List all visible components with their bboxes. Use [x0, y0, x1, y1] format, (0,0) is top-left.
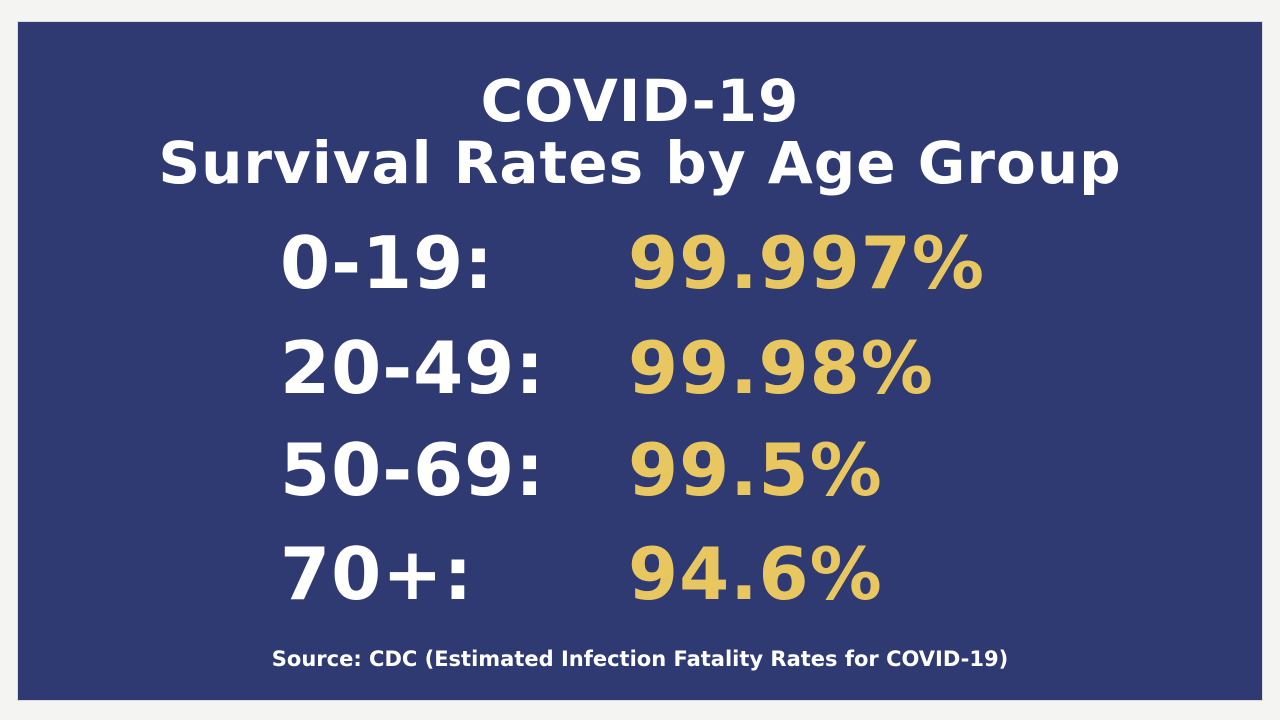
- age-group-row: 0-19: 99.997%: [18, 227, 1262, 307]
- survival-rate-value: 94.6%: [628, 532, 883, 616]
- age-group-row: 50-69: 99.5%: [18, 434, 1262, 514]
- age-label: 70+:: [280, 532, 474, 616]
- survival-rate-value: 99.5%: [628, 428, 883, 512]
- age-group-row: 70+: 94.6%: [18, 538, 1262, 618]
- title-line-1: COVID-19: [480, 67, 800, 135]
- age-label: 0-19:: [280, 221, 494, 305]
- source-citation: Source: CDC (Estimated Infection Fatalit…: [271, 647, 1009, 671]
- age-label: 50-69:: [280, 428, 546, 512]
- survival-rates-card: COVID-19 Survival Rates by Age Group 0-1…: [18, 22, 1262, 700]
- title-line-2: Survival Rates by Age Group: [158, 129, 1122, 197]
- age-group-row: 20-49: 99.98%: [18, 332, 1262, 412]
- survival-rate-value: 99.997%: [628, 221, 985, 305]
- age-label: 20-49:: [280, 326, 546, 410]
- survival-rate-value: 99.98%: [628, 326, 934, 410]
